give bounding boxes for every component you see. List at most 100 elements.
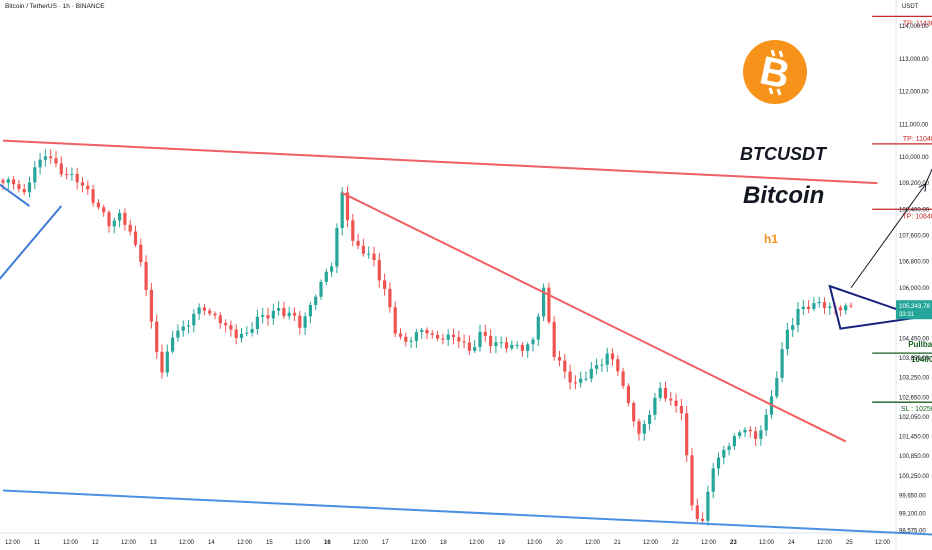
candle-body bbox=[817, 302, 821, 304]
trendline-blue-support[interactable] bbox=[2, 489, 932, 536]
trendline-red-descending[interactable] bbox=[341, 192, 847, 443]
candle-body bbox=[181, 326, 185, 331]
candle-body bbox=[340, 192, 344, 229]
candle-body bbox=[526, 344, 530, 351]
annotation-label: Pullback bbox=[908, 340, 932, 349]
candle-body bbox=[430, 333, 434, 335]
candle-body bbox=[319, 281, 323, 297]
candle-body bbox=[91, 189, 95, 203]
y-tick-label: 104,450.00 bbox=[899, 336, 930, 342]
candle-body bbox=[775, 377, 779, 397]
candle-body bbox=[822, 302, 827, 308]
trendline-blue-left-down[interactable] bbox=[0, 183, 31, 207]
price-currency-label: USDT bbox=[902, 4, 919, 10]
candle-body bbox=[197, 307, 201, 314]
candle-body bbox=[764, 414, 768, 431]
candle-body bbox=[754, 431, 758, 439]
candle-body bbox=[271, 310, 275, 319]
candle-body bbox=[149, 289, 153, 322]
level-label: SL : 102500.0 bbox=[901, 406, 932, 413]
candle-body bbox=[367, 253, 371, 255]
x-tick-label: 13 bbox=[150, 540, 157, 546]
candle-body bbox=[383, 280, 387, 289]
candle-body bbox=[727, 446, 731, 450]
candle-body bbox=[250, 328, 254, 333]
candle-body bbox=[499, 342, 503, 344]
candle-body bbox=[557, 356, 562, 361]
candle-body bbox=[356, 240, 360, 246]
y-tick-label: 102,050.00 bbox=[899, 415, 930, 421]
triangle-pattern[interactable] bbox=[828, 284, 921, 330]
candle-body bbox=[648, 414, 652, 424]
candle-body bbox=[663, 387, 668, 399]
candle-body bbox=[632, 402, 636, 422]
candle-body bbox=[494, 342, 498, 347]
candle-body bbox=[722, 449, 726, 458]
candle-body bbox=[701, 518, 705, 521]
y-tick-label: 113,000.00 bbox=[899, 57, 929, 63]
candle-body bbox=[542, 287, 546, 317]
x-tick-label: 15 bbox=[266, 540, 273, 546]
candle-body bbox=[807, 306, 811, 309]
trendline-blue-left-up[interactable] bbox=[0, 205, 63, 281]
candle-body bbox=[282, 308, 286, 317]
candle-body bbox=[531, 339, 535, 345]
candle-body bbox=[504, 342, 509, 349]
candle-body bbox=[1, 180, 5, 183]
x-tick-label: 22 bbox=[672, 540, 679, 546]
y-tick-label: 103,850.00 bbox=[899, 356, 930, 362]
candle-body bbox=[218, 315, 222, 324]
candle-body bbox=[573, 382, 577, 384]
candle-body bbox=[732, 436, 736, 447]
candle-body bbox=[239, 333, 244, 338]
candle-body bbox=[324, 271, 328, 282]
x-tick-label: 12:00 bbox=[411, 540, 427, 546]
candle-body bbox=[17, 184, 21, 190]
trendline-upper-red-resistance[interactable] bbox=[2, 139, 878, 185]
candle-body bbox=[849, 305, 853, 307]
candle-body bbox=[155, 321, 159, 352]
candle-body bbox=[33, 167, 37, 183]
candle-body bbox=[637, 421, 641, 434]
y-tick-label: 100,850.00 bbox=[899, 454, 930, 460]
candle-body bbox=[277, 308, 281, 311]
candle-body bbox=[314, 296, 318, 305]
candle-body bbox=[409, 340, 413, 342]
candle-body bbox=[478, 331, 482, 348]
price-axis[interactable]: 114,000.00 113,000.00 112,000.00 111,000.00… bbox=[896, 24, 932, 535]
chart-subtitle: Bitcoin bbox=[743, 182, 824, 209]
candle-body bbox=[436, 334, 440, 339]
candle-body bbox=[49, 156, 53, 159]
candle-body bbox=[621, 371, 625, 387]
candle-body bbox=[414, 331, 418, 341]
candle-body bbox=[579, 378, 583, 383]
x-tick-label: 12:00 bbox=[875, 540, 891, 546]
candle-body bbox=[844, 305, 848, 311]
candle-body bbox=[303, 316, 307, 328]
y-tick-label: 111,000.00 bbox=[899, 122, 929, 128]
x-tick-label: 17 bbox=[382, 540, 389, 546]
candle-body bbox=[38, 159, 42, 168]
candle-body bbox=[626, 386, 630, 403]
y-tick-label: 101,450.00 bbox=[899, 435, 930, 441]
candle-body bbox=[483, 331, 487, 336]
candle-body bbox=[669, 398, 673, 401]
candle-body bbox=[123, 212, 127, 225]
candle-body bbox=[658, 387, 662, 398]
candle-body bbox=[473, 347, 477, 351]
candle-body bbox=[133, 231, 138, 245]
candle-body bbox=[361, 245, 365, 254]
candle-body bbox=[600, 364, 604, 366]
candle-body bbox=[828, 306, 832, 308]
candle-body bbox=[292, 312, 297, 316]
candle-body bbox=[393, 307, 397, 334]
y-tick-label: 102,650.00 bbox=[899, 395, 930, 401]
candle-body bbox=[785, 329, 789, 350]
chart-title: BTCUSDT bbox=[740, 144, 828, 164]
time-axis[interactable]: 12:00 11 12:00 12 12:00 13 12:00 14 12:00 15 12:00… bbox=[5, 540, 891, 546]
candle-body bbox=[112, 220, 116, 227]
candle-body bbox=[27, 182, 32, 193]
y-tick-label: 100,250.00 bbox=[899, 474, 930, 480]
current-price-label: 105,343.78 bbox=[899, 303, 931, 310]
